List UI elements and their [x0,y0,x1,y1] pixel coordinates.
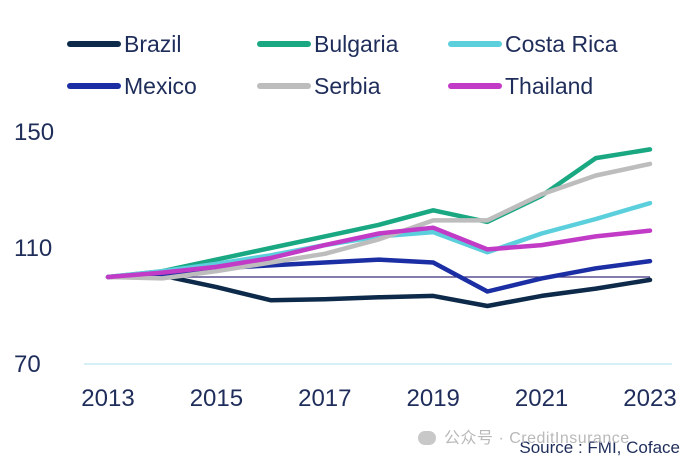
series-line-brazil [105,273,653,309]
x-tick-label: 2013 [81,385,134,412]
x-tick-label: 2017 [298,385,351,412]
series-line-serbia [105,161,653,281]
series-line-thailand [105,225,653,280]
x-tick-label: 2023 [623,385,676,412]
source-note: Source : FMI, Coface [519,438,680,457]
series-line-costa-rica [105,200,653,280]
legend: Brazil Bulgaria Costa Rica Mexico Serbia Thai… [67,31,618,99]
legend-label: Serbia [314,73,381,99]
legend-label: Brazil [124,31,182,57]
x-tick-label: 2019 [407,385,460,412]
series-lines [105,147,653,309]
x-tick-label: 2021 [515,385,568,412]
y-axis-ticks: 150 110 70 [14,119,54,378]
y-tick-label: 150 [14,119,54,146]
legend-label: Bulgaria [314,31,399,57]
watermark: 公众号 · CreditInsurance [418,424,630,448]
wechat-icon [418,431,436,445]
y-tick-label: 110 [14,235,52,262]
x-axis-ticks: 2013 2015 2017 2019 2021 2023 [81,385,676,412]
watermark-text: 公众号 · CreditInsurance [444,430,630,447]
legend-label: Mexico [124,73,197,99]
x-tick-label: 2015 [190,385,243,412]
legend-label: Thailand [505,73,593,99]
series-line-bulgaria [105,147,653,280]
legend-label: Costa Rica [505,31,618,57]
y-tick-label: 70 [14,351,41,378]
